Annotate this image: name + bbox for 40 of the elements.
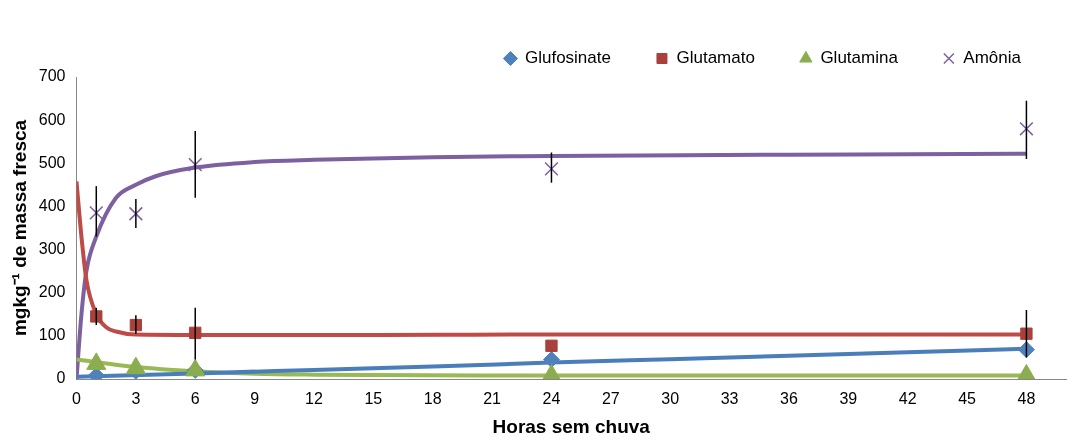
x-tick-label: 6 (190, 390, 200, 408)
x-axis-title: Horas sem chuva (492, 415, 651, 437)
y-tick-label: 300 (38, 239, 66, 257)
point (1019, 121, 1034, 136)
point (545, 339, 558, 352)
legend-label: Glutamina (820, 48, 899, 68)
point (1020, 327, 1033, 340)
y-tick-label: 500 (38, 153, 66, 171)
point (188, 157, 203, 172)
x-tick-label: 21 (483, 390, 502, 408)
x-tick-label: 0 (72, 390, 82, 408)
x-tick-label: 45 (958, 390, 977, 408)
x-tick-label: 3 (131, 390, 141, 408)
legend-label: Glufosinate (524, 48, 611, 68)
x-tick-label: 12 (305, 390, 323, 408)
x-tick-label: 9 (250, 390, 260, 408)
y-tick-label: 0 (56, 369, 66, 387)
point (128, 206, 143, 221)
y-tick-label: 700 (38, 67, 66, 85)
y-axis-title: mgkg⁻¹ de massa fresca (8, 119, 30, 337)
x-tick-label: 36 (780, 390, 798, 408)
x-tick-label: 33 (720, 390, 739, 408)
x-tick-label: 24 (542, 390, 561, 408)
y-tick-label: 400 (38, 196, 66, 214)
x-tick-label: 30 (661, 390, 680, 408)
point (544, 161, 559, 177)
x-tick-label: 18 (423, 390, 442, 408)
y-tick-label: 100 (38, 326, 66, 344)
point (542, 351, 560, 369)
x-tick-label: 48 (1017, 390, 1036, 408)
x-tick-label: 27 (601, 390, 620, 408)
x-tick-label: 39 (839, 390, 858, 408)
point (90, 310, 103, 323)
legend-label: Amônia (963, 48, 1022, 68)
point (89, 205, 104, 221)
y-tick-label: 600 (38, 110, 66, 128)
y-tick-label: 200 (38, 283, 66, 301)
legend-label: Glutamato (676, 48, 755, 68)
x-tick-label: 15 (364, 390, 383, 408)
x-tick-label: 42 (898, 390, 917, 408)
